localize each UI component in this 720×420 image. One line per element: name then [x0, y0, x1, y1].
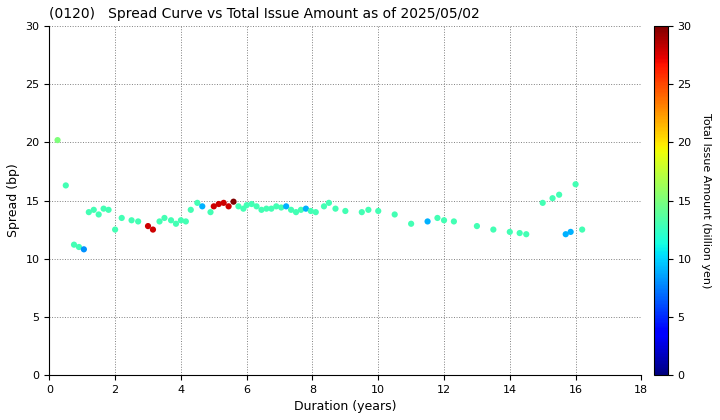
Point	[372, 207, 384, 214]
Point	[222, 203, 234, 210]
Point	[103, 207, 114, 213]
Y-axis label: Spread (bp): Spread (bp)	[7, 164, 20, 237]
Point	[78, 246, 90, 253]
Point	[577, 226, 588, 233]
Point	[323, 200, 335, 206]
X-axis label: Duration (years): Duration (years)	[294, 400, 397, 413]
Point	[432, 215, 444, 221]
Point	[318, 203, 330, 210]
Point	[256, 207, 267, 213]
Point	[208, 203, 220, 210]
Point	[52, 137, 63, 144]
Point	[170, 220, 181, 227]
Point	[197, 203, 208, 210]
Point	[261, 205, 272, 212]
Point	[228, 198, 239, 205]
Point	[305, 207, 317, 214]
Point	[246, 201, 257, 207]
Text: (0120)   Spread Curve vs Total Issue Amount as of 2025/05/02: (0120) Spread Curve vs Total Issue Amoun…	[50, 7, 480, 21]
Point	[68, 241, 80, 248]
Point	[238, 205, 249, 212]
Point	[158, 215, 170, 221]
Point	[88, 207, 99, 213]
Point	[546, 195, 558, 202]
Point	[185, 207, 197, 213]
Point	[83, 209, 94, 215]
Point	[109, 226, 121, 233]
Point	[405, 220, 417, 227]
Point	[438, 217, 450, 223]
Point	[73, 244, 85, 250]
Point	[521, 231, 532, 238]
Point	[276, 204, 287, 211]
Point	[126, 217, 138, 223]
Point	[487, 226, 499, 233]
Point	[290, 209, 302, 215]
Point	[554, 192, 565, 198]
Point	[422, 218, 433, 225]
Point	[60, 182, 71, 189]
Point	[570, 181, 581, 188]
Point	[310, 209, 322, 215]
Point	[147, 226, 158, 233]
Point	[389, 211, 400, 218]
Point	[514, 230, 526, 236]
Point	[340, 207, 351, 214]
Point	[180, 218, 192, 225]
Point	[285, 207, 297, 213]
Point	[93, 211, 104, 218]
Point	[565, 228, 577, 235]
Point	[280, 203, 292, 210]
Point	[132, 218, 144, 225]
Point	[504, 228, 516, 235]
Point	[560, 231, 572, 238]
Point	[213, 201, 225, 207]
Point	[356, 209, 367, 215]
Point	[537, 200, 549, 206]
Point	[143, 223, 154, 229]
Point	[471, 223, 482, 229]
Point	[218, 200, 230, 206]
Point	[154, 218, 166, 225]
Point	[363, 207, 374, 213]
Point	[295, 207, 307, 213]
Point	[175, 217, 186, 223]
Point	[266, 205, 277, 212]
Point	[116, 215, 127, 221]
Point	[166, 217, 177, 223]
Point	[330, 205, 341, 212]
Point	[271, 203, 282, 210]
Point	[204, 209, 216, 215]
Y-axis label: Total Issue Amount (billion yen): Total Issue Amount (billion yen)	[701, 113, 711, 288]
Point	[233, 203, 244, 210]
Point	[300, 205, 312, 212]
Point	[98, 205, 109, 212]
Point	[448, 218, 459, 225]
Point	[241, 202, 253, 209]
Point	[192, 200, 203, 206]
Point	[251, 203, 262, 210]
